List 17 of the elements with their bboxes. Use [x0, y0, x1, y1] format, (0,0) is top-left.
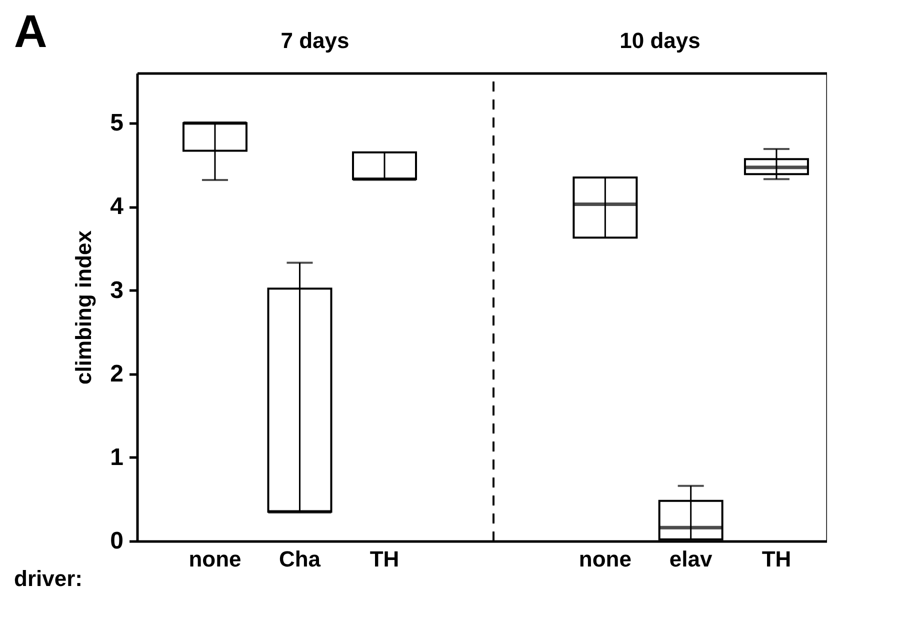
x-tick-label: Cha	[278, 546, 322, 572]
text: driver:	[14, 566, 82, 592]
y-tick-label: 3	[110, 276, 124, 304]
y-tick-label: 5	[110, 110, 124, 137]
y-tick-label: 2	[110, 360, 124, 388]
y-axis-title: climbing index	[71, 230, 96, 385]
chart-title: 7 days	[280, 28, 350, 53]
y-tick-label: 4	[110, 193, 124, 220]
text: A	[14, 4, 48, 58]
chart-title: 10 days	[620, 28, 700, 53]
x-tick-label: none	[188, 546, 242, 572]
y-tick-label: 1	[110, 444, 124, 471]
x-tick-label: none	[578, 546, 632, 572]
x-tick-label: TH	[762, 546, 792, 572]
x-tick-label: elav	[669, 546, 713, 572]
x-tick-label: TH	[370, 546, 400, 572]
y-tick-label: 0	[110, 528, 124, 554]
